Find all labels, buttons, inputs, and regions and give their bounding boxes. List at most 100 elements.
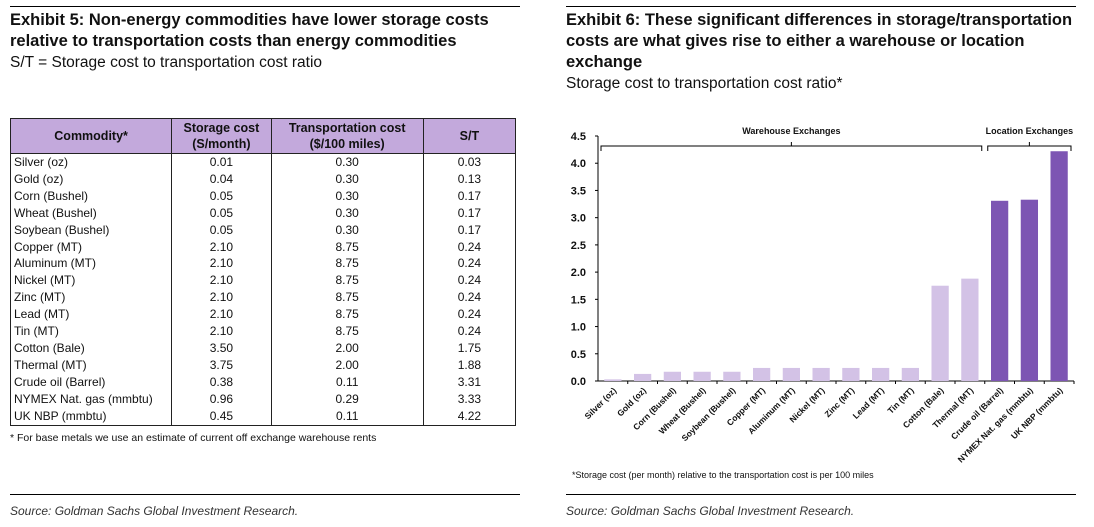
table-row: Lead (MT) 2.10 8.75 0.24 <box>9 306 517 324</box>
cell-storage-cost: 2.10 <box>171 238 272 256</box>
cell-commodity: Thermal (MT) <box>9 356 173 374</box>
source-note: Source: Goldman Sachs Global Investment … <box>10 494 520 518</box>
cell-s-t: 0.24 <box>422 323 517 340</box>
cell-s-t: 4.22 <box>422 407 517 426</box>
group-bracket <box>987 145 1072 151</box>
cell-storage-cost: 0.01 <box>171 153 272 171</box>
y-tick-label: 2.5 <box>571 240 586 252</box>
cell-s-t: 0.24 <box>422 272 517 290</box>
cell-s-t: 0.13 <box>422 170 517 188</box>
table-row: Cotton (Bale) 3.50 2.00 1.75 <box>9 339 517 357</box>
cell-transportation-cost: 0.30 <box>270 221 424 239</box>
cell-transportation-cost: 0.30 <box>270 204 424 222</box>
bar <box>901 367 920 381</box>
cell-s-t: 0.17 <box>422 187 517 205</box>
cell-commodity: UK NBP (mmbtu) <box>9 407 173 426</box>
bar <box>1050 151 1068 381</box>
exhibit-5-heading: Exhibit 5: Non-energy commodities have l… <box>10 11 489 50</box>
cell-storage-cost: 0.05 <box>171 187 272 205</box>
cell-commodity: Gold (oz) <box>9 170 173 188</box>
cell-storage-cost: 0.05 <box>171 204 272 222</box>
cell-transportation-cost: 8.75 <box>270 323 424 340</box>
bar <box>961 278 979 381</box>
cell-transportation-cost: 8.75 <box>270 255 424 273</box>
cell-commodity: Soybean (Bushel) <box>9 221 173 239</box>
y-tick-label: 1.0 <box>571 322 586 334</box>
group-label: Location Exchanges <box>986 126 1074 136</box>
commodity-table: Commodity* Storage cost (S/month) Transp… <box>9 118 517 426</box>
table-row: Corn (Bushel) 0.05 0.30 0.17 <box>9 187 517 205</box>
bar <box>752 367 771 381</box>
table-row: UK NBP (mmbtu) 0.45 0.11 4.22 <box>9 407 517 426</box>
exhibit-6-subtitle: Storage cost to transportation cost rati… <box>566 75 843 92</box>
cell-commodity: Cotton (Bale) <box>9 339 173 357</box>
bar <box>812 367 830 381</box>
cell-s-t: 0.24 <box>422 306 517 324</box>
top-rule <box>10 6 520 7</box>
table-row: Copper (MT) 2.10 8.75 0.24 <box>9 238 517 256</box>
top-rule <box>566 6 1076 7</box>
cell-commodity: Silver (oz) <box>9 153 173 171</box>
cell-commodity: Tin (MT) <box>9 323 173 340</box>
cell-transportation-cost: 0.30 <box>270 187 424 205</box>
y-tick-label: 4.5 <box>571 131 586 143</box>
exhibit-6-heading: Exhibit 6: These significant differences… <box>566 11 1073 71</box>
cell-storage-cost: 2.10 <box>171 306 272 324</box>
cell-storage-cost: 0.04 <box>171 170 272 188</box>
cell-transportation-cost: 8.75 <box>270 289 424 307</box>
table-row: Aluminum (MT) 2.10 8.75 0.24 <box>9 255 517 273</box>
cell-storage-cost: 2.10 <box>171 323 272 340</box>
table-body: Silver (oz) 0.01 0.30 0.03 Gold (oz) 0.04 0.30… <box>9 153 517 426</box>
header-commodity: Commodity* <box>9 118 173 154</box>
table-row: Tin (MT) 2.10 8.75 0.24 <box>9 323 517 340</box>
table-header-row: Commodity* Storage cost (S/month) Transp… <box>9 118 517 154</box>
cell-s-t: 3.31 <box>422 373 517 391</box>
table-row: NYMEX Nat. gas (mmbtu) 0.96 0.29 3.33 <box>9 390 517 408</box>
table-row: Wheat (Bushel) 0.05 0.30 0.17 <box>9 204 517 222</box>
cell-commodity: Zinc (MT) <box>9 289 173 307</box>
header-transportation-cost: Transportation cost ($/100 miles) <box>270 118 424 154</box>
cell-commodity: Corn (Bushel) <box>9 187 173 205</box>
cell-storage-cost: 2.10 <box>171 255 272 273</box>
cell-transportation-cost: 0.11 <box>270 407 424 426</box>
cell-transportation-cost: 0.30 <box>270 170 424 188</box>
cell-commodity: Wheat (Bushel) <box>9 204 173 222</box>
cell-storage-cost: 0.38 <box>171 373 272 391</box>
x-tick-label: Lead (MT) <box>851 385 887 421</box>
header-s-t: S/T <box>422 118 517 154</box>
bar <box>1020 199 1039 381</box>
chart-footnote: *Storage cost (per month) relative to th… <box>572 470 874 480</box>
cell-s-t: 0.17 <box>422 221 517 239</box>
cell-commodity: Lead (MT) <box>9 306 173 324</box>
table-row: Gold (oz) 0.04 0.30 0.13 <box>9 170 517 188</box>
cell-storage-cost: 0.05 <box>171 221 272 239</box>
cell-s-t: 0.03 <box>422 153 517 171</box>
y-tick-label: 4.0 <box>571 158 586 170</box>
exhibit-5-subtitle: S/T = Storage cost to transportation cos… <box>10 54 323 71</box>
group-bracket <box>600 145 983 151</box>
ratio-bar-chart: 0.0 0.5 1.0 1.5 2.0 2.5 3.0 3.5 4.0 4.5 Silver (oz… <box>571 126 1075 465</box>
cell-commodity: Aluminum (MT) <box>9 255 173 273</box>
cell-commodity: Nickel (MT) <box>9 272 173 290</box>
y-tick-label: 1.5 <box>571 294 586 306</box>
cell-commodity: Crude oil (Barrel) <box>9 373 173 391</box>
exhibit-5-title: Exhibit 5: Non-energy commodities have l… <box>10 10 520 73</box>
source-note: Source: Goldman Sachs Global Investment … <box>566 494 1076 518</box>
cell-s-t: 0.24 <box>422 238 517 256</box>
y-tick-label: 0.0 <box>571 376 586 388</box>
cell-transportation-cost: 2.00 <box>270 339 424 357</box>
cell-transportation-cost: 0.11 <box>270 373 424 391</box>
y-tick-label: 3.0 <box>571 213 586 225</box>
bar <box>931 285 949 381</box>
cell-storage-cost: 0.96 <box>171 390 272 408</box>
y-tick-label: 0.5 <box>571 349 586 361</box>
bar <box>782 367 801 381</box>
y-tick-label: 2.0 <box>571 267 586 279</box>
bar <box>871 367 890 381</box>
bar <box>842 367 860 381</box>
cell-s-t: 0.24 <box>422 289 517 307</box>
cell-s-t: 0.24 <box>422 255 517 273</box>
bar <box>663 371 682 381</box>
table-row: Zinc (MT) 2.10 8.75 0.24 <box>9 289 517 307</box>
bar <box>604 379 622 381</box>
